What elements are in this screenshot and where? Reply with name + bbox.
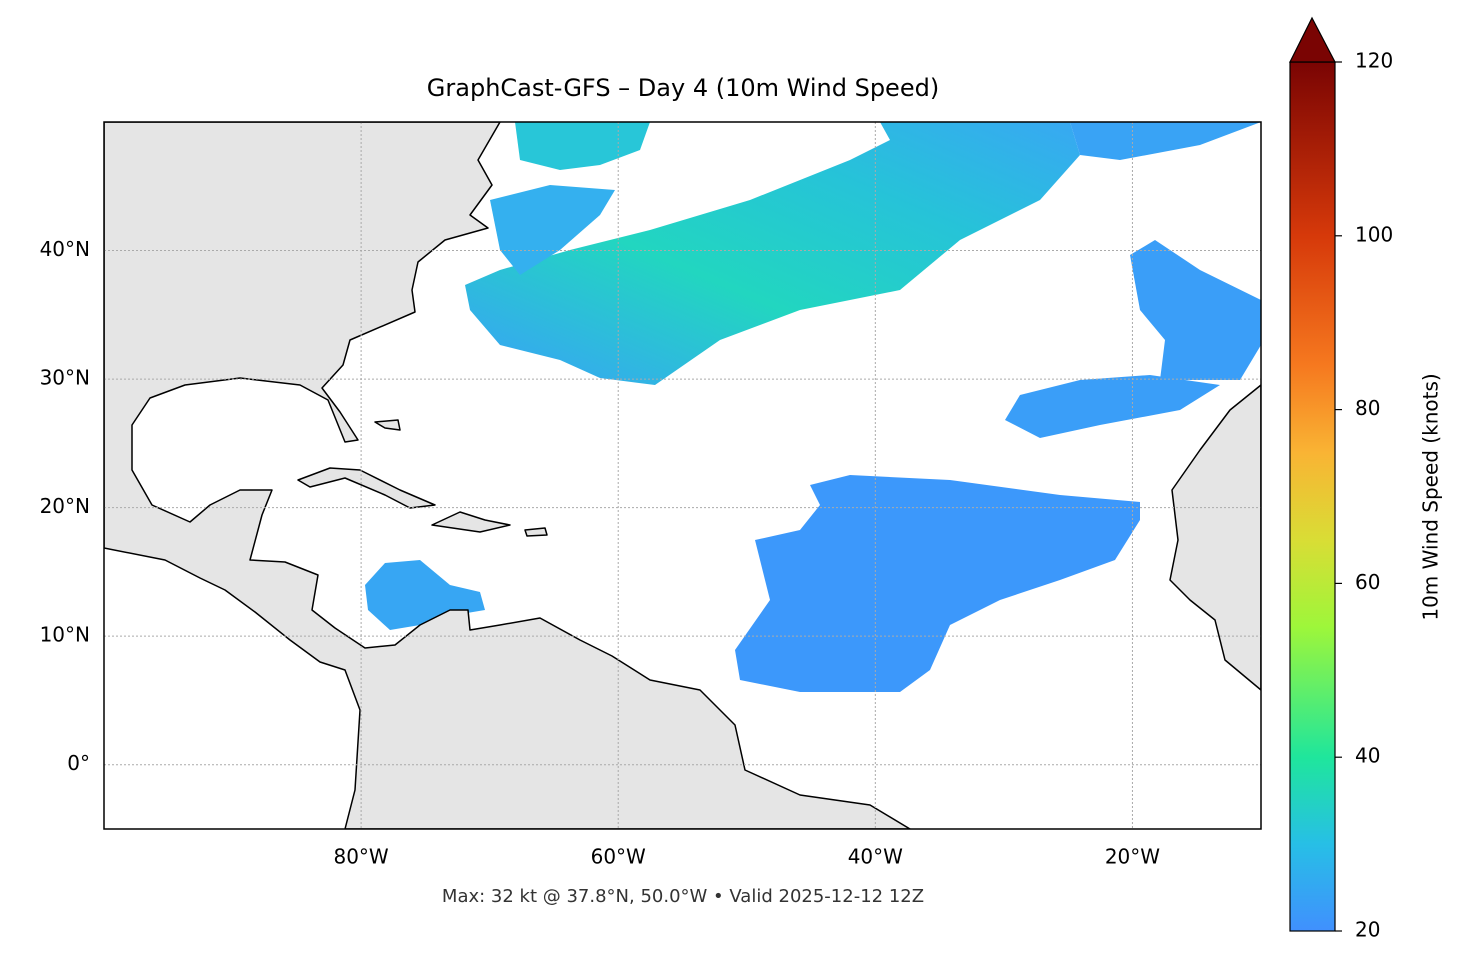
land: [104, 122, 1261, 829]
y-tick-label: 30°N: [40, 366, 90, 390]
annotation: Max: 32 kt @ 37.8°N, 50.0°W • Valid 2025…: [442, 886, 924, 907]
colorbar: [1289, 61, 1336, 932]
colorbar-label: 10m Wind Speed (knots): [1419, 373, 1443, 620]
colorbar-tick-label: 100: [1355, 222, 1393, 246]
colorbar-tick-label: 40: [1355, 744, 1380, 768]
y-tick-label: 10°N: [40, 623, 90, 647]
map: [104, 122, 1261, 829]
colorbar-tick-label: 80: [1355, 396, 1380, 420]
colorbar-tick-label: 60: [1355, 570, 1380, 594]
y-tick-label: 40°N: [40, 237, 90, 261]
map-frame: [103, 121, 1262, 830]
x-tick-label: 40°W: [848, 845, 903, 869]
x-tick-label: 60°W: [591, 845, 646, 869]
chart-title: GraphCast-GFS – Day 4 (10m Wind Speed): [427, 74, 939, 102]
wind-field: [365, 122, 1261, 692]
x-tick-label: 80°W: [333, 845, 388, 869]
x-tick-label: 20°W: [1105, 845, 1160, 869]
colorbar-extend: [1289, 16, 1336, 63]
grid: [104, 122, 1261, 829]
colorbar-tick-label: 120: [1355, 49, 1393, 73]
y-tick-label: 20°N: [40, 494, 90, 518]
y-tick-label: 0°: [67, 751, 90, 775]
colorbar-tick-label: 20: [1355, 918, 1380, 942]
